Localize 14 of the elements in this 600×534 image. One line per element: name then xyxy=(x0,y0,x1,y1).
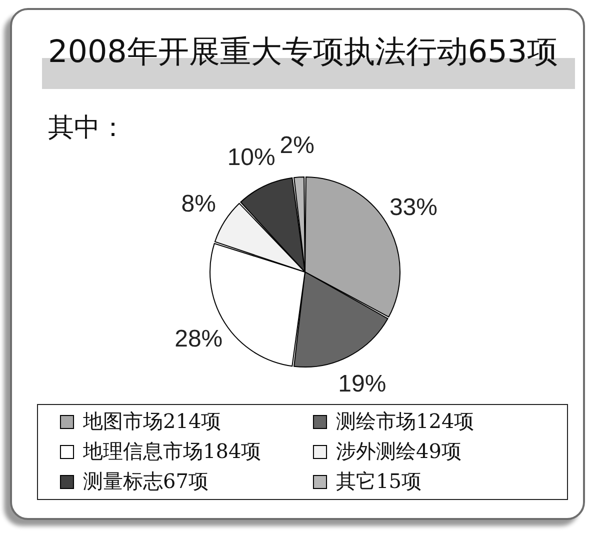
legend-label: 地理信息市场184项 xyxy=(82,439,262,463)
legend-label: 测绘市场124项 xyxy=(336,409,474,433)
data-label: 8% xyxy=(181,190,216,218)
legend-label: 地图市场214项 xyxy=(82,409,222,433)
chart-title: 2008年开展重大专项执法行动653项 xyxy=(48,34,558,70)
data-label: 19% xyxy=(338,370,386,398)
legend-label: 涉外测绘49项 xyxy=(336,439,462,463)
data-label: 10% xyxy=(227,144,276,171)
legend-label: 其它15项 xyxy=(336,469,422,493)
legend-label: 测量标志67项 xyxy=(83,469,208,493)
data-label: 28% xyxy=(174,326,223,353)
chart-subtitle: 其中： xyxy=(48,113,126,144)
data-label: 2% xyxy=(280,132,314,160)
data-label: 33% xyxy=(389,194,438,221)
